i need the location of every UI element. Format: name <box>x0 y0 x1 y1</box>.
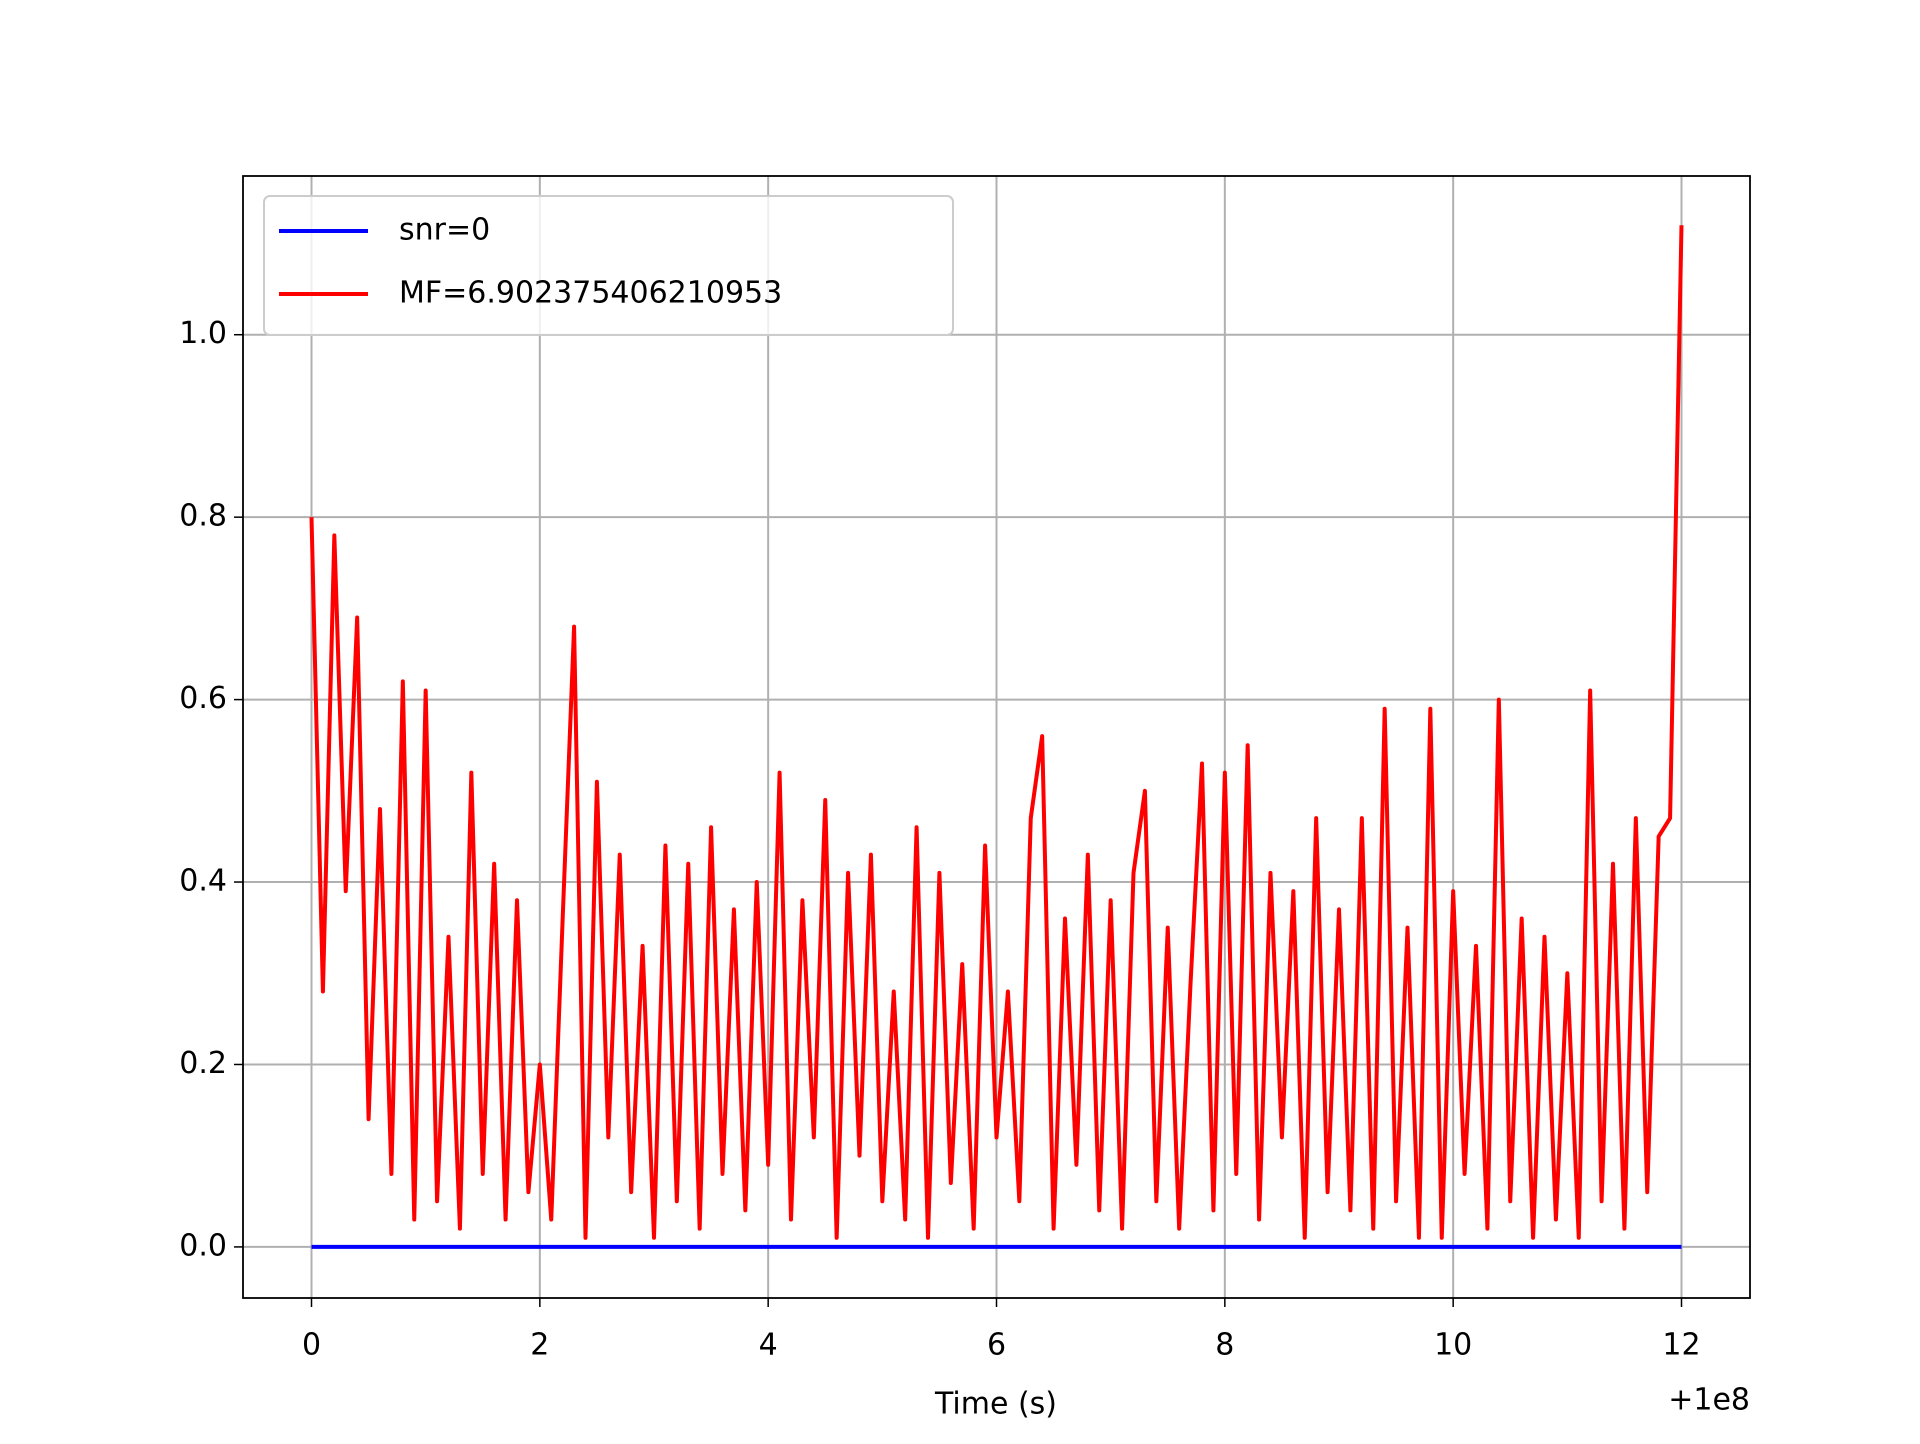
series-line <box>309 225 1684 1240</box>
x-tick-label: 12 <box>1662 1328 1700 1363</box>
legend-label: snr=0 <box>399 213 490 248</box>
plot-frame <box>242 175 1751 1299</box>
x-tick-label: 10 <box>1434 1328 1472 1363</box>
y-tick-label: 1.0 <box>179 316 227 351</box>
x-tick-label: 2 <box>530 1328 549 1363</box>
x-tick-label: 4 <box>759 1328 778 1363</box>
y-tick-label: 0.6 <box>179 681 227 716</box>
y-tick-label: 0.2 <box>179 1046 227 1081</box>
x-tick-label: 8 <box>1215 1328 1234 1363</box>
x-tick-label: 6 <box>987 1328 1006 1363</box>
x-tick-label: 0 <box>302 1328 321 1363</box>
x-axis-label: Time (s) <box>934 1387 1057 1422</box>
legend-label: MF=6.902375406210953 <box>399 276 782 311</box>
y-tick-label: 0.8 <box>179 499 227 534</box>
y-tick-label: 0.4 <box>179 864 227 899</box>
legend-box <box>263 195 954 336</box>
x-offset-label: +1e8 <box>1668 1383 1750 1418</box>
y-tick-label: 0.0 <box>179 1228 227 1263</box>
